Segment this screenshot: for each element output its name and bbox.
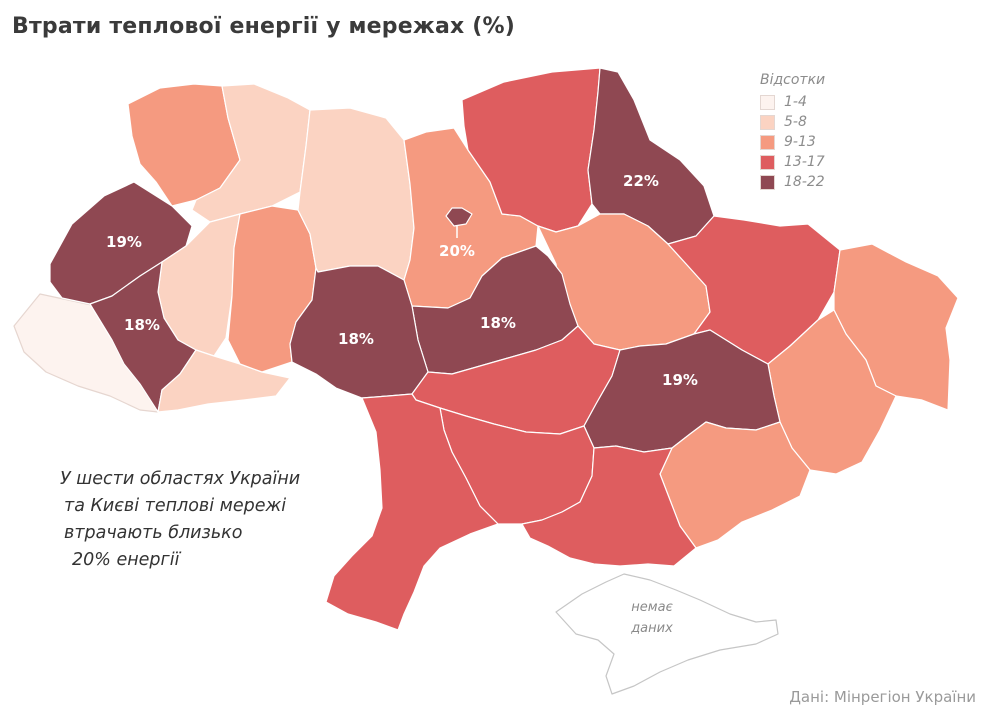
- source-note: Дані: Мінрегіон України: [789, 688, 976, 706]
- value-label-ivano-frankivsk: 18%: [124, 316, 160, 334]
- map-annotation: У шести областях України та Києві теплов…: [60, 466, 350, 574]
- annotation-line: втрачають близько: [64, 523, 243, 543]
- legend-item: 1-4: [760, 92, 825, 112]
- annotation-line: та Києві теплові мережі: [64, 496, 287, 516]
- legend-label: 13-17: [784, 154, 825, 170]
- legend-item: 9-13: [760, 132, 825, 152]
- annotation-line: У шести областях України: [60, 469, 301, 489]
- value-label-kyiv: 20%: [439, 242, 475, 260]
- value-label-vinnytsia: 18%: [338, 330, 374, 348]
- annotation-line: 20% енергії: [72, 550, 180, 570]
- region-odesa: [325, 393, 499, 631]
- legend-swatch: [760, 94, 775, 110]
- value-label-sumy: 22%: [623, 172, 659, 190]
- legend-item: 13-17: [760, 152, 825, 172]
- legend-swatch: [760, 114, 775, 130]
- value-label-lviv: 19%: [106, 233, 142, 251]
- legend-label: 5-8: [784, 114, 807, 130]
- legend-label: 1-4: [784, 94, 807, 110]
- region-zhytomyr: [297, 107, 415, 281]
- legend-item: 18-22: [760, 172, 825, 192]
- crimea-no-data: [555, 573, 779, 695]
- legend-swatch: [760, 134, 775, 150]
- legend-item: 5-8: [760, 112, 825, 132]
- legend-label: 18-22: [784, 174, 825, 190]
- legend-label: 9-13: [784, 134, 816, 150]
- region-kyiv-city: [445, 207, 473, 227]
- region-kherson: [521, 445, 697, 567]
- legend-swatch: [760, 174, 775, 190]
- no-data-label-line1: немає: [631, 600, 672, 615]
- legend-title: Відсотки: [760, 72, 826, 88]
- value-label-cherkasy: 18%: [480, 314, 516, 332]
- value-label-dnipro: 19%: [662, 371, 698, 389]
- map-legend: Відсотки 1-4 5-8 9-13 13-17 18-22: [760, 72, 825, 192]
- no-data-label-line2: даних: [630, 621, 673, 636]
- map-title: Втрати теплової енергії у мережах (%): [12, 14, 516, 39]
- legend-swatch: [760, 154, 775, 170]
